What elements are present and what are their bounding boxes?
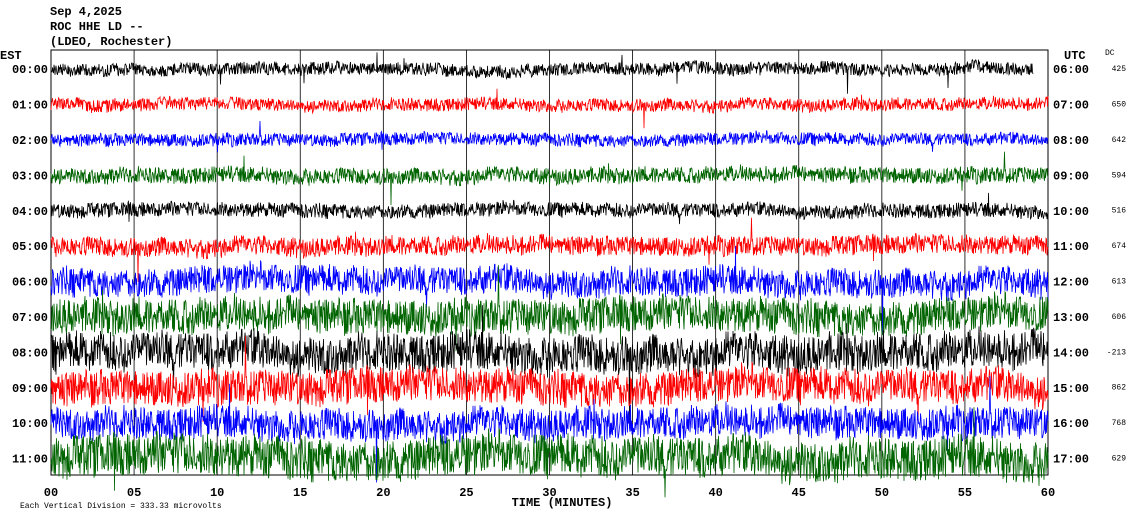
x-tick-label: 30 — [542, 486, 556, 500]
dc-value: 425 — [1112, 65, 1127, 74]
x-tick-label: 60 — [1041, 486, 1055, 500]
est-label: 02:00 — [12, 134, 48, 148]
est-label: 05:00 — [12, 240, 48, 254]
utc-label: 11:00 — [1053, 240, 1089, 254]
trace — [50, 52, 1034, 94]
dc-value: 629 — [1112, 455, 1127, 464]
utc-label: 08:00 — [1053, 134, 1089, 148]
x-tick-label: 25 — [459, 486, 473, 500]
dc-label: DC — [1105, 49, 1115, 58]
left-axis-label: EST — [0, 49, 22, 63]
utc-label: 06:00 — [1053, 63, 1089, 77]
x-tick-label: 35 — [625, 486, 639, 500]
x-tick-label: 40 — [708, 486, 722, 500]
est-label: 08:00 — [12, 346, 48, 360]
x-tick-label: 05 — [127, 486, 141, 500]
est-label: 07:00 — [12, 311, 48, 325]
utc-label: 10:00 — [1053, 205, 1089, 219]
dc-value: 674 — [1112, 242, 1127, 251]
est-label: 11:00 — [12, 453, 48, 467]
trace — [50, 120, 1049, 153]
est-label: 04:00 — [12, 205, 48, 219]
est-label: 10:00 — [12, 417, 48, 431]
right-axis-label: UTC — [1064, 49, 1086, 63]
trace — [50, 265, 1049, 352]
dc-value: 862 — [1112, 384, 1127, 393]
x-tick-label: 55 — [958, 486, 972, 500]
trace — [50, 245, 1049, 336]
dc-value: 516 — [1112, 207, 1127, 216]
est-label: 09:00 — [12, 382, 48, 396]
dc-value: 613 — [1112, 278, 1127, 287]
x-tick-label: 00 — [44, 486, 58, 500]
trace — [50, 375, 1049, 483]
utc-label: 07:00 — [1053, 99, 1089, 113]
trace — [50, 192, 1049, 225]
trace — [50, 151, 1049, 206]
dc-value: 642 — [1112, 136, 1127, 145]
utc-label: 12:00 — [1053, 276, 1089, 290]
dc-value: 606 — [1112, 313, 1127, 322]
title-line: ROC HHE LD -- — [50, 20, 144, 34]
dc-value: 594 — [1112, 171, 1127, 180]
trace — [50, 335, 1049, 423]
utc-label: 16:00 — [1053, 417, 1089, 431]
traces — [50, 52, 1049, 498]
est-label: 06:00 — [12, 276, 48, 290]
utc-label: 09:00 — [1053, 169, 1089, 183]
x-axis-label: TIME (MINUTES) — [512, 496, 613, 510]
utc-label: 17:00 — [1053, 453, 1089, 467]
x-tick-label: 50 — [875, 486, 889, 500]
trace — [50, 217, 1049, 282]
dc-value: -213 — [1107, 348, 1126, 357]
trace — [50, 305, 1049, 424]
dc-value: 768 — [1112, 419, 1127, 428]
utc-label: 13:00 — [1053, 311, 1089, 325]
x-tick-label: 20 — [376, 486, 390, 500]
x-tick-label: 45 — [792, 486, 806, 500]
est-label: 00:00 — [12, 63, 48, 77]
title-line: Sep 4,2025 — [50, 5, 122, 19]
utc-label: 15:00 — [1053, 382, 1089, 396]
dc-value: 650 — [1112, 101, 1127, 110]
x-tick-label: 15 — [293, 486, 307, 500]
est-label: 03:00 — [12, 169, 48, 183]
title-line: (LDEO, Rochester) — [50, 35, 172, 49]
utc-label: 14:00 — [1053, 346, 1089, 360]
trace — [50, 88, 1049, 129]
trace — [50, 407, 1049, 498]
est-label: 01:00 — [12, 99, 48, 113]
x-tick-label: 10 — [210, 486, 224, 500]
footnote: Each Vertical Division = 333.33 microvol… — [20, 502, 222, 511]
